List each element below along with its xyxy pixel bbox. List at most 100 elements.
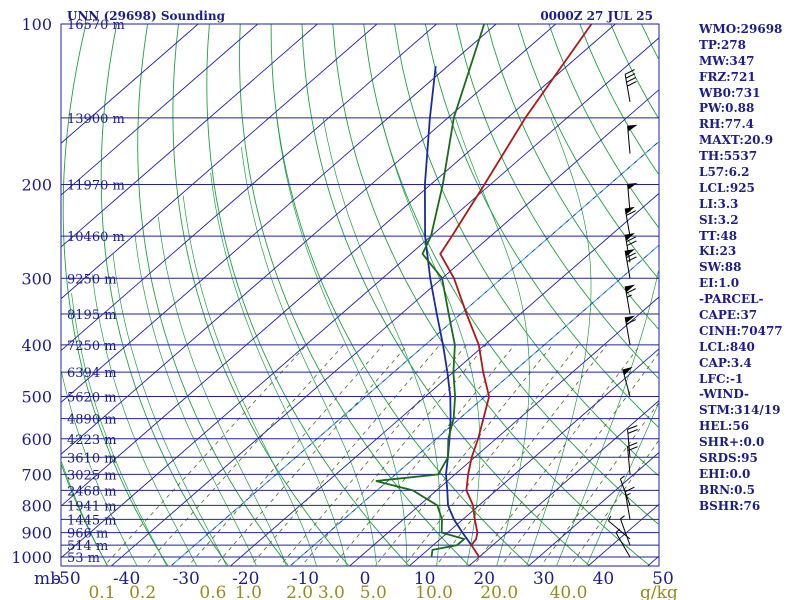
index-item: MW:347: [699, 53, 755, 68]
height-label: 3610 m: [67, 451, 117, 466]
isotherm: [527, 451, 659, 566]
index-item: -WIND-: [699, 387, 749, 402]
wind-barb-full: [626, 252, 636, 259]
index-item: EHI:0.0: [699, 466, 751, 481]
wind-barb-staff: [627, 429, 631, 458]
isotherm: [348, 296, 659, 566]
wind-barb: [619, 515, 631, 546]
pressure-unit-label: mb: [34, 569, 61, 589]
wind-barb-full: [626, 236, 636, 243]
height-label: 11970 m: [67, 178, 125, 193]
wind-barb-staff: [619, 518, 631, 546]
mixing-ratio-unit: g/kg: [640, 583, 678, 600]
isotherm: [61, 24, 199, 144]
temperature-tick-label: 0: [360, 569, 371, 589]
index-item: BRN:0.5: [699, 482, 755, 497]
dry-adiabat: [100, 24, 229, 566]
wind-barb-full: [626, 210, 636, 216]
cyan-dashed-line: [289, 244, 659, 566]
dewpoint-profile: [375, 24, 486, 558]
wind-barb: [608, 515, 631, 540]
temperature-tick-label: -40: [113, 569, 140, 589]
pressure-label: 600: [21, 430, 52, 449]
wind-barb-staff: [624, 491, 631, 520]
wind-barb-full: [627, 429, 638, 434]
wind-barb: [624, 69, 637, 102]
index-item: SRDS:95: [699, 451, 758, 466]
isotherm: [61, 24, 437, 352]
wind-barb-flag: [627, 124, 638, 132]
height-label: 8195 m: [67, 308, 117, 323]
wind-barb-flag: [622, 366, 633, 376]
height-label: 10460 m: [67, 230, 125, 245]
dry-adiabat: [424, 24, 659, 429]
wind-barb-staff: [627, 446, 631, 475]
height-label: 514 m: [67, 539, 108, 554]
index-item: SHR+:0.0: [699, 435, 765, 450]
index-item: LI:3.3: [699, 196, 739, 211]
moist-adiabat: [91, 274, 198, 566]
moist-adiabat: [61, 459, 108, 566]
dry-adiabat: [239, 24, 471, 566]
moist-adiabat: [556, 266, 659, 566]
dry-adiabat: [61, 462, 109, 566]
mixing-ratio-line: [374, 344, 553, 566]
pressure-label: 700: [21, 465, 52, 484]
index-item: CAPE:37: [699, 308, 758, 323]
moist-adiabat: [322, 117, 441, 566]
dry-adiabat: [455, 24, 659, 380]
index-item: TP:278: [699, 37, 747, 52]
dry-adiabat: [486, 24, 659, 331]
dry-adiabat: [301, 24, 591, 566]
dry-adiabat: [172, 24, 350, 566]
isotherm: [61, 24, 378, 300]
mixing-ratio-line: [472, 344, 641, 566]
dry-adiabat: [137, 24, 290, 566]
temperature-tick-label: 40: [593, 569, 615, 589]
wind-barb-full: [626, 319, 636, 325]
wind-barb-flag: [625, 315, 635, 324]
mixing-ratio-label: 3.0: [318, 583, 345, 600]
wind-barb: [624, 486, 635, 520]
isotherm: [61, 24, 259, 196]
height-label: 7250 m: [67, 339, 117, 354]
dry-adiabat: [206, 24, 410, 566]
mixing-ratio-line: [500, 352, 659, 566]
wind-barb: [627, 124, 638, 154]
wind-barb: [624, 315, 636, 345]
moist-adiabat: [455, 117, 530, 566]
index-item: CAP:3.4: [699, 355, 752, 370]
temperature-tick-label: -20: [232, 569, 259, 589]
index-item: SW:88: [699, 260, 742, 275]
wind-barb-full: [626, 256, 637, 263]
height-label: 9250 m: [67, 272, 117, 287]
mixing-ratio-line: [279, 344, 467, 566]
index-item: PW:0.88: [699, 101, 755, 116]
moist-adiabat: [276, 117, 407, 566]
index-item: LCL:840: [699, 339, 755, 354]
moist-adiabat: [71, 293, 168, 566]
index-item: LFC:-1: [699, 371, 744, 386]
wind-barb-half: [608, 515, 612, 522]
wind-barb-staff: [615, 532, 631, 558]
isotherm: [110, 89, 659, 566]
height-label: 2468 m: [67, 484, 117, 499]
wind-barb-half: [620, 515, 625, 520]
index-item: CINH:70477: [699, 323, 783, 338]
index-item: HEL:56: [699, 419, 750, 434]
moist-adiabat: [157, 216, 287, 566]
wind-barb-full: [627, 425, 638, 430]
pressure-label: 800: [21, 496, 52, 515]
height-label: 5620 m: [67, 391, 117, 406]
wind-barb: [627, 425, 638, 458]
mixing-ratio-line: [332, 344, 515, 566]
height-label: 6394 m: [67, 366, 117, 381]
pressure-label: 500: [21, 388, 52, 407]
mixing-ratio-line: [435, 344, 608, 566]
isotherm: [408, 348, 659, 566]
mixing-ratio-line: [249, 344, 441, 566]
mixing-ratio-label: 2.0: [286, 583, 313, 600]
observation-time: 0000Z 27 JUL 25: [540, 9, 653, 23]
